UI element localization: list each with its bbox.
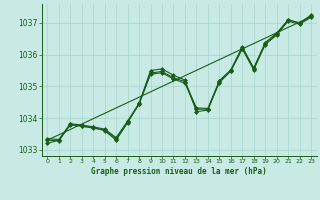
X-axis label: Graphe pression niveau de la mer (hPa): Graphe pression niveau de la mer (hPa) <box>91 167 267 176</box>
